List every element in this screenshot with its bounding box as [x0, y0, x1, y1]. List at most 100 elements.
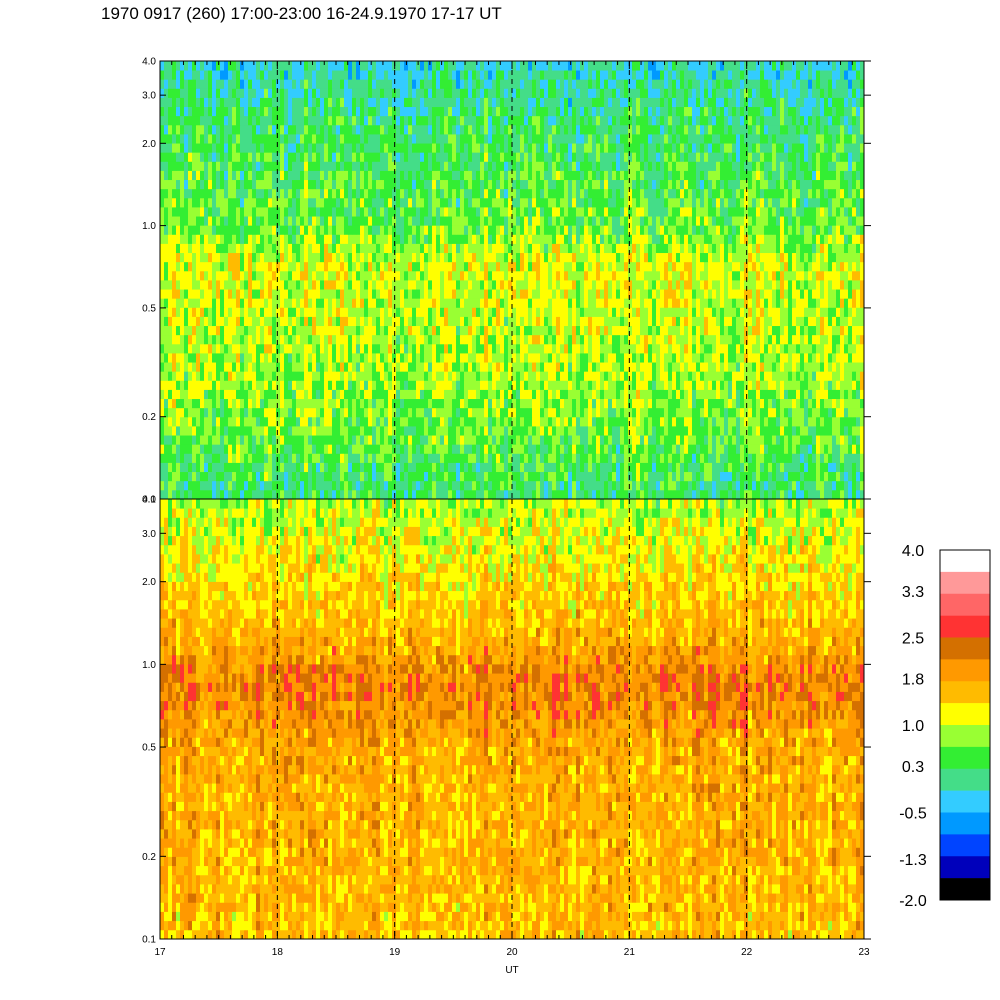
heatmap-cell [720, 380, 725, 390]
heatmap-cell [176, 398, 181, 409]
heatmap-cell [192, 416, 197, 427]
heatmap-cell [720, 416, 725, 427]
heatmap-cell [388, 398, 393, 409]
heatmap-cell [612, 289, 617, 299]
heatmap-cell [320, 453, 325, 463]
heatmap-cell [180, 398, 185, 409]
heatmap-cell [492, 252, 497, 263]
heatmap-cell [588, 480, 593, 491]
heatmap-cell [736, 416, 741, 427]
heatmap-cell [588, 416, 593, 427]
heatmap-cell [300, 407, 305, 418]
heatmap-cell [252, 280, 257, 290]
heatmap-cell [340, 243, 345, 254]
heatmap-cell [832, 426, 837, 436]
heatmap-cell [416, 371, 421, 381]
heatmap-cell [812, 362, 817, 372]
heatmap-cell [492, 353, 497, 363]
heatmap-cell [396, 371, 401, 381]
heatmap-cell [308, 298, 313, 308]
heatmap-cell [736, 334, 741, 345]
heatmap-cell [188, 362, 193, 372]
heatmap-cell [256, 261, 261, 272]
heatmap-cell [248, 407, 253, 418]
heatmap-cell [748, 480, 753, 491]
heatmap-cell [576, 334, 581, 345]
heatmap-cell [400, 252, 405, 263]
heatmap-cell [748, 353, 753, 363]
heatmap-cell [752, 426, 757, 436]
heatmap-cell [624, 334, 629, 345]
heatmap-cell [564, 471, 569, 482]
heatmap-cell [684, 252, 689, 263]
heatmap-cell [324, 280, 329, 290]
heatmap-cell [692, 252, 697, 263]
heatmap-cell [452, 380, 457, 390]
heatmap-cell [768, 416, 773, 427]
heatmap-cell [700, 280, 705, 290]
heatmap-cell [348, 453, 353, 463]
heatmap-cell [260, 489, 265, 499]
heatmap-cell [768, 270, 773, 281]
heatmap-cell [644, 489, 649, 499]
heatmap-cell [708, 471, 713, 482]
heatmap-cell [340, 234, 345, 244]
heatmap-cell [564, 453, 569, 463]
heatmap-cell [616, 380, 621, 390]
heatmap-cell [304, 444, 309, 454]
heatmap-cell [348, 416, 353, 427]
heatmap-cell [840, 270, 845, 281]
heatmap-cell [208, 280, 213, 290]
heatmap-cell [348, 462, 353, 473]
heatmap-cell [244, 398, 249, 409]
heatmap-cell [332, 380, 337, 390]
heatmap-cell [184, 307, 189, 317]
heatmap-cell [668, 325, 673, 336]
heatmap-cell [260, 416, 265, 427]
heatmap-cell [336, 489, 341, 499]
heatmap-cell [300, 389, 305, 400]
heatmap-cell [752, 252, 757, 263]
heatmap-cell [236, 444, 241, 454]
heatmap-cell [288, 416, 293, 427]
heatmap-cell [404, 353, 409, 363]
heatmap-cell [300, 471, 305, 482]
heatmap-cell [608, 280, 613, 290]
heatmap-cell [172, 380, 177, 390]
heatmap-cell [312, 435, 317, 445]
heatmap-cell [628, 398, 633, 409]
heatmap-cell [696, 435, 701, 445]
heatmap-cell [604, 389, 609, 400]
heatmap-cell [428, 316, 433, 327]
heatmap-cell [704, 480, 709, 491]
heatmap-cell [496, 416, 501, 427]
heatmap-cell [656, 280, 661, 290]
heatmap-cell [612, 389, 617, 400]
heatmap-cell [432, 261, 437, 272]
heatmap-cell [592, 316, 597, 327]
heatmap-cell [580, 298, 585, 308]
heatmap-cell [660, 353, 665, 363]
heatmap-cell [320, 280, 325, 290]
heatmap-cell [676, 298, 681, 308]
heatmap-cell [836, 252, 841, 263]
heatmap-cell [444, 407, 449, 418]
heatmap-cell [428, 426, 433, 436]
heatmap-cell [636, 353, 641, 363]
heatmap-cell [284, 453, 289, 463]
heatmap-cell [360, 416, 365, 427]
heatmap-cell [264, 280, 269, 290]
heatmap-cell [408, 453, 413, 463]
heatmap-cell [596, 298, 601, 308]
heatmap-cell [576, 426, 581, 436]
heatmap-cell [388, 280, 393, 290]
heatmap-cell [556, 353, 561, 363]
heatmap-cell [520, 380, 525, 390]
heatmap-cell [184, 334, 189, 345]
heatmap-cell [268, 489, 273, 499]
heatmap-cell [712, 316, 717, 327]
heatmap-cell [276, 444, 281, 454]
heatmap-cell [408, 270, 413, 281]
heatmap-cell [160, 407, 165, 418]
heatmap-cell [584, 334, 589, 345]
